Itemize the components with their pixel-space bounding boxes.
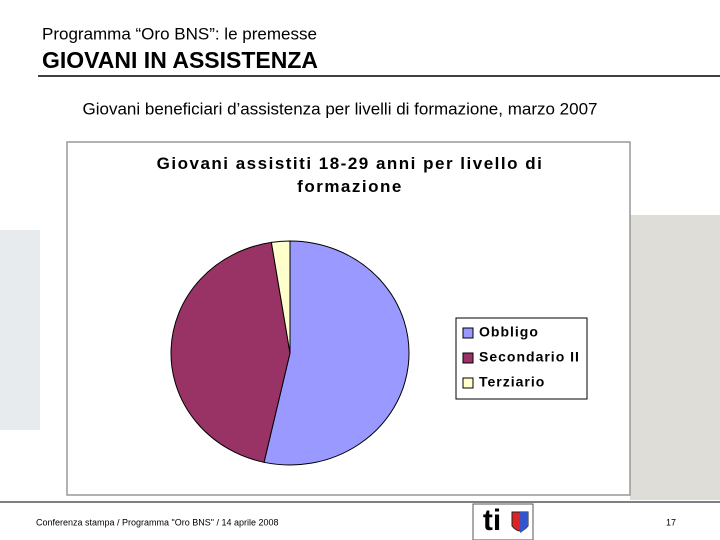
logo: ti — [483, 504, 501, 537]
legend-swatch — [462, 377, 474, 389]
footer-text: Conferenza stampa / Programma "Oro BNS" … — [36, 517, 279, 527]
subtitle: Giovani beneficiari d’assistenza per liv… — [83, 99, 598, 118]
legend-label: Obbligo — [479, 324, 539, 340]
background-photo — [0, 230, 40, 430]
slide-title: GIOVANI IN ASSISTENZA — [42, 47, 318, 73]
background-photo — [630, 215, 720, 500]
legend — [455, 317, 588, 400]
kicker: Programma “Oro BNS”: le premesse — [42, 24, 317, 43]
legend-swatch — [462, 352, 474, 364]
pie-slice — [270, 240, 291, 354]
page-number: 17 — [666, 517, 676, 527]
pie-slice — [263, 240, 410, 466]
chart-title: Giovani assistiti 18-29 anni per livello… — [156, 154, 544, 196]
legend-label: Terziario — [479, 374, 545, 390]
legend-label: Secondario II — [479, 349, 580, 365]
pie — [170, 240, 410, 466]
logo-shield — [520, 512, 528, 533]
pie-slice — [170, 241, 291, 463]
legend-swatch — [462, 327, 474, 339]
